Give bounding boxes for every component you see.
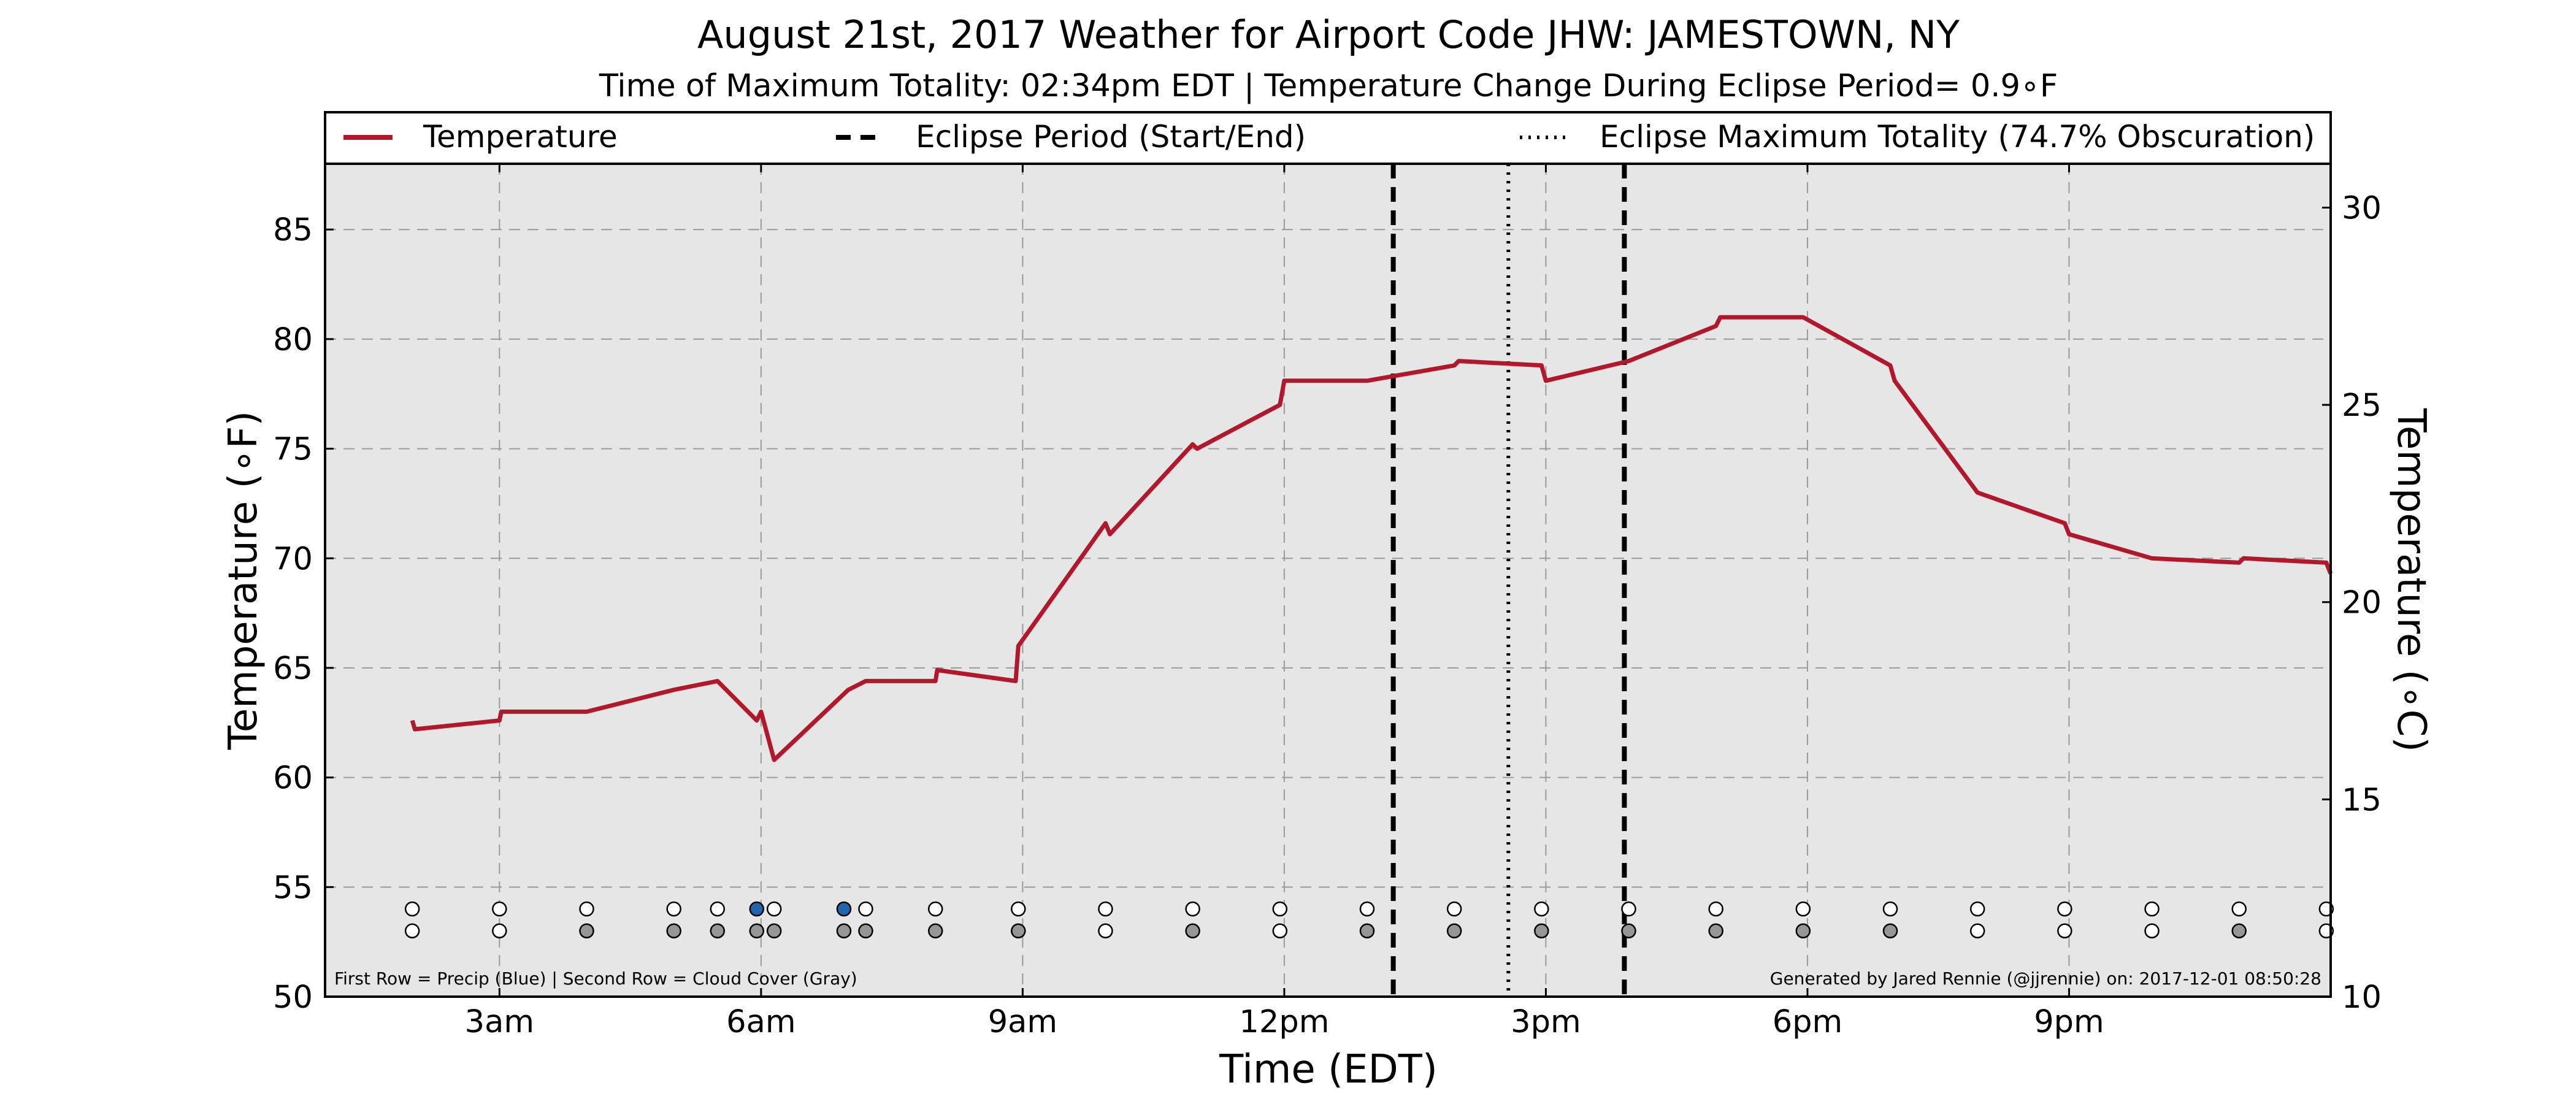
y-tick-label: 50 (273, 979, 313, 1016)
cloud-cover-dot (927, 923, 943, 939)
observation-dots (404, 901, 2334, 939)
y-right-tick-label: 20 (2342, 585, 2382, 621)
precip-dot (2144, 901, 2160, 917)
precip-dot (2231, 901, 2247, 917)
cloud-cover-dot (666, 923, 681, 939)
precip-dot (1359, 901, 1375, 917)
y-right-tick-label: 30 (2342, 190, 2382, 226)
axis-ticks: 3am 6am 9am 12pm 3pm 6pm 9pm 50 55 60 65 70 75 80 85 10… (273, 164, 2382, 1040)
cloud-cover-dot (749, 923, 765, 939)
legend-eclipse-max-label: Eclipse Maximum Totality (74.7% Obscurat… (1600, 119, 2315, 155)
cloud-cover-dot (1446, 923, 1462, 939)
precip-dot (666, 901, 681, 917)
temperature-line (410, 315, 2333, 762)
annotation-row-key: First Row = Precip (Blue) | Second Row =… (334, 968, 857, 989)
cloud-cover-dot (1272, 923, 1288, 939)
legend-temperature-label: Temperature (423, 119, 618, 155)
y-tick-label: 70 (273, 541, 313, 577)
cloud-cover-dot (404, 923, 420, 939)
y-right-tick-label: 10 (2342, 979, 2382, 1016)
precip-dot (1969, 901, 1985, 917)
cloud-cover-dot (2144, 923, 2160, 939)
cloud-cover-dot (1011, 923, 1026, 939)
cloud-cover-dot (766, 923, 782, 939)
eclipse-markers (1390, 164, 1627, 997)
precip-dot (710, 901, 726, 917)
precip-dot (766, 901, 782, 917)
x-tick-label: 3pm (1511, 1004, 1581, 1040)
x-tick-label: 9pm (2034, 1004, 2104, 1040)
precip-dot (1534, 901, 1549, 917)
cloud-cover-dot (1969, 923, 1985, 939)
precip-dot (1621, 901, 1636, 917)
precip-dot (836, 901, 852, 917)
cloud-cover-dot (2057, 923, 2072, 939)
x-tick-label: 12pm (1239, 1004, 1329, 1040)
cloud-cover-dot (1185, 923, 1200, 939)
temperature-series (410, 315, 2333, 762)
legend: Temperature Eclipse Period (Start/End) E… (324, 111, 2332, 165)
gridlines (325, 164, 2331, 997)
cloud-cover-dot (1882, 923, 1898, 939)
cloud-cover-dot (1098, 923, 1113, 939)
plot-area (325, 164, 2331, 997)
cloud-cover-dot (492, 923, 507, 939)
y-tick-label: 85 (273, 212, 313, 248)
precip-dot (2057, 901, 2072, 917)
y-axis-label: Temperature (∘F) (221, 411, 266, 751)
precip-dot (579, 901, 594, 917)
cloud-cover-dot (710, 923, 726, 939)
y-tick-label: 65 (273, 651, 313, 687)
precip-dot (492, 901, 507, 917)
precip-dot (749, 901, 765, 917)
cloud-cover-dot (2231, 923, 2247, 939)
plot-frame (324, 163, 2332, 998)
y-axis-right-label: Temperature (∘C) (2388, 408, 2434, 752)
annotation-generated-by: Generated by Jared Rennie (@jjrennie) on… (1770, 968, 2321, 989)
precip-dot (1011, 901, 1026, 917)
x-tick-label: 6am (726, 1004, 795, 1040)
cloud-cover-dot (1795, 923, 1811, 939)
precip-dot (858, 901, 873, 917)
cloud-cover-dot (836, 923, 852, 939)
x-tick-label: 3am (465, 1004, 534, 1040)
cloud-cover-dot (1621, 923, 1636, 939)
cloud-cover-dot (1708, 923, 1723, 939)
y-right-tick-label: 25 (2342, 388, 2382, 424)
y-tick-label: 60 (273, 761, 313, 797)
legend-frame (324, 111, 2332, 165)
y-right-tick-label: 15 (2342, 782, 2382, 818)
x-tick-label: 9am (988, 1004, 1057, 1040)
y-tick-label: 75 (273, 432, 313, 468)
precip-dot (1185, 901, 1200, 917)
precip-dot (927, 901, 943, 917)
precip-dot (1272, 901, 1288, 917)
cloud-cover-dot (579, 923, 594, 939)
chart-title: August 21st, 2017 Weather for Airport Co… (697, 12, 1960, 57)
precip-dot (1098, 901, 1113, 917)
x-axis-label: Time (EDT) (1219, 1047, 1438, 1092)
legend-eclipse-period-label: Eclipse Period (Start/End) (916, 119, 1306, 155)
cloud-cover-dot (858, 923, 873, 939)
precip-dot (1446, 901, 1462, 917)
x-tick-label: 6pm (1773, 1004, 1843, 1040)
precip-dot (1882, 901, 1898, 917)
precip-dot (404, 901, 420, 917)
precip-dot (1708, 901, 1723, 917)
chart-subtitle: Time of Maximum Totality: 02:34pm EDT | … (599, 68, 2058, 104)
cloud-cover-dot (1534, 923, 1549, 939)
y-tick-label: 80 (273, 322, 313, 358)
y-tick-label: 55 (273, 870, 313, 906)
cloud-cover-dot (1359, 923, 1375, 939)
precip-dot (1795, 901, 1811, 917)
